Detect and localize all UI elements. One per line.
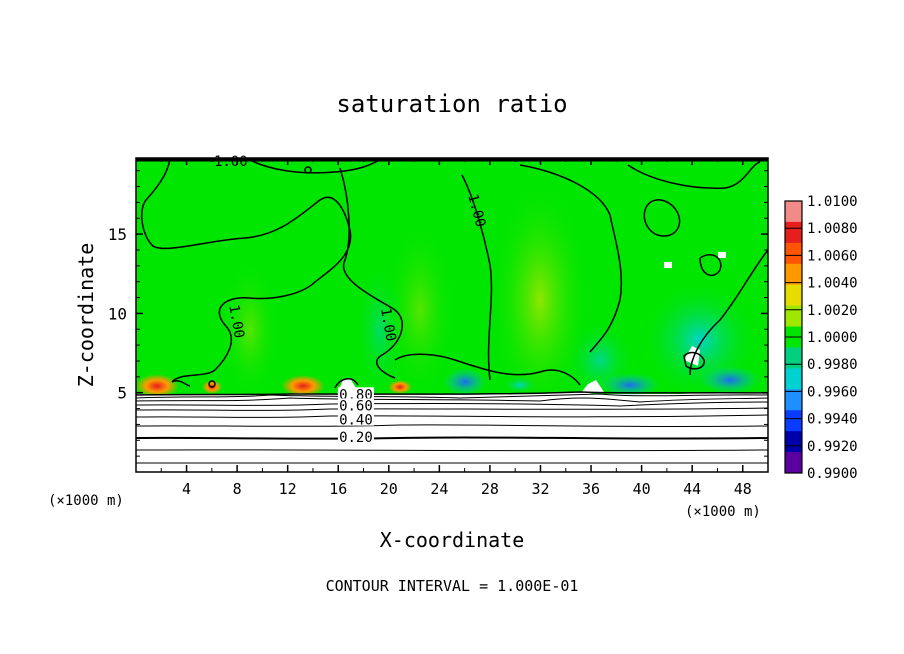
x-tick-label: 12: [279, 480, 297, 498]
plot-area: [136, 158, 768, 472]
colorbar-swatch: [785, 284, 802, 307]
colorbar-swatch: [785, 452, 802, 474]
colorbar-tick-label: 0.9940: [807, 412, 858, 428]
contour-line: [136, 397, 768, 403]
dry-patch: [502, 376, 538, 394]
contour-line: [136, 401, 768, 407]
contour-line: [171, 380, 191, 387]
supersaturated-patch: [136, 374, 179, 398]
white-patch: [580, 380, 604, 394]
colorbar-tick-label: 0.9920: [807, 439, 858, 455]
contour-line: [136, 449, 768, 452]
contour-line: [334, 378, 359, 389]
contour-label-backdrop: [337, 430, 374, 444]
x-axis-label: X-coordinate: [380, 528, 525, 552]
contour-line: [136, 424, 768, 428]
colorbar-swatch: [785, 347, 802, 369]
y-tick-label: 5: [117, 384, 127, 403]
colorbar-tick-label: 1.0100: [807, 194, 858, 210]
x-tick-label: 44: [683, 480, 701, 498]
x-tick-label: 4: [182, 480, 191, 498]
colorbar-swatch: [785, 305, 802, 328]
colorbar-swatch: [785, 221, 802, 244]
contour-line: [643, 199, 681, 237]
plot-frame: [135, 157, 769, 473]
supersaturated-patch: [388, 380, 412, 394]
dry-plume: [355, 260, 405, 400]
colorbar-swatch: [785, 410, 802, 432]
contour-line: [304, 166, 312, 174]
colorbar-tick-label: 1.0080: [807, 221, 858, 237]
chart-title: saturation ratio: [336, 90, 567, 118]
y-axis: 5 10 15: [108, 170, 768, 457]
contour-line: [461, 174, 493, 381]
colorbar-swatch: [785, 431, 802, 453]
contour-line: [140, 158, 352, 383]
dry-patch: [700, 366, 760, 394]
contour-line: [519, 164, 623, 353]
saturation-contours: [140, 158, 768, 389]
contour-label: 0.20: [339, 430, 373, 446]
moist-plume: [220, 260, 280, 400]
contour-label: 0.60: [339, 398, 373, 414]
contour-line: [394, 353, 581, 386]
x-tick-label: 48: [734, 480, 752, 498]
x-tick-label: 28: [481, 480, 499, 498]
x-tick-label: 24: [430, 480, 448, 498]
x-tick-label: 16: [329, 480, 347, 498]
contour-line: [136, 436, 768, 440]
contour-line: [339, 167, 404, 379]
contour-line: [208, 380, 216, 388]
colorbar-tick-label: 1.0020: [807, 303, 858, 319]
y-tick-label: 15: [108, 225, 127, 244]
contour-line: [136, 391, 768, 396]
contour-label: 1.00: [214, 154, 248, 170]
contour-line: [249, 159, 381, 174]
x-tick-label: 20: [380, 480, 398, 498]
contour-label-backdrop: [337, 387, 374, 401]
colorbar-swatch: [785, 201, 802, 223]
contour-label-backdrop: [337, 412, 374, 426]
colorbar-tick-label: 0.9960: [807, 384, 858, 400]
x-tick-label: 40: [633, 480, 651, 498]
colorbar-tick-label: 1.0000: [807, 330, 858, 346]
y-tick-label: 10: [108, 304, 127, 323]
contour-label: 1.00: [225, 304, 247, 340]
colorbar: 1.0100 1.0080 1.0060 1.0040 1.0020 1.0000 0.99…: [784, 194, 858, 482]
contour-label-backdrop: [337, 398, 374, 412]
y-axis-label: Z-coordinate: [74, 243, 98, 388]
contour-interval-note: CONTOUR INTERVAL = 1.000E-01: [326, 577, 579, 595]
contour-line: [136, 393, 768, 399]
contour-line: [627, 161, 761, 190]
colorbar-swatch: [785, 368, 802, 390]
colorbar-swatch: [785, 242, 802, 265]
contour-line: [689, 249, 768, 376]
x-unit-left: (×1000 m): [48, 493, 124, 509]
colorbar-tick-label: 0.9980: [807, 357, 858, 373]
contour-line: [699, 254, 722, 277]
colorbar-tick-label: 1.0040: [807, 276, 858, 292]
supersaturated-patch: [281, 375, 325, 397]
colorbar-tick-label: 1.0060: [807, 248, 858, 264]
x-unit-right: (×1000 m): [685, 504, 761, 520]
contour-label: 1.00: [377, 307, 399, 343]
contour-line: [683, 351, 705, 370]
x-tick-label: 8: [233, 480, 242, 498]
x-tick-label: 32: [531, 480, 549, 498]
white-patch: [664, 262, 672, 268]
dry-patch: [600, 373, 660, 397]
x-tick-label: 36: [582, 480, 600, 498]
unsaturated-region: [136, 392, 768, 472]
colorbar-tick-label: 0.9900: [807, 466, 858, 482]
contour-label: 0.40: [339, 413, 373, 429]
white-patch: [718, 252, 726, 258]
x-axis: 4 8 12 16 20 24 28 32 36 40 44 48: [160, 158, 752, 498]
dry-patch: [443, 368, 487, 396]
stable-contours: [136, 391, 768, 464]
colorbar-swatch: [785, 263, 802, 286]
colorbar-swatch: [785, 389, 802, 411]
